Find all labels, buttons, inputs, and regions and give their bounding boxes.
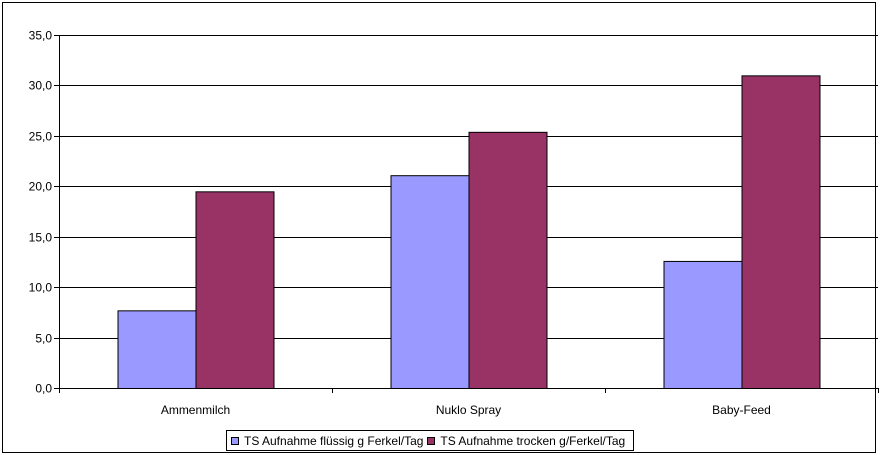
y-tick-label-1: 5,0 <box>35 332 52 346</box>
y-tick-label-5: 25,0 <box>29 130 53 144</box>
legend-swatch-series-1 <box>231 436 239 445</box>
legend-item-series-1: TS Aufnahme flüssig g Ferkel/Tag <box>231 434 423 448</box>
x-tick-label-1: Nuklo Spray <box>436 403 501 417</box>
y-tick-label-4: 20,0 <box>29 180 53 194</box>
x-tick-label-0: Ammenmilch <box>161 403 230 417</box>
legend-label-series-2: TS Aufnahme trocken g/Ferkel/Tag <box>440 433 626 448</box>
legend-label-series-1: TS Aufnahme flüssig g Ferkel/Tag <box>244 433 424 448</box>
y-tick-label-3: 15,0 <box>29 231 53 245</box>
y-tick-label-7: 35,0 <box>29 29 53 43</box>
legend-swatch-series-2 <box>427 436 436 445</box>
y-tick-label-2: 10,0 <box>29 281 53 295</box>
chart-legend: TS Aufnahme flüssig g Ferkel/Tag TS Aufn… <box>226 430 635 451</box>
legend-item-series-2: TS Aufnahme trocken g/Ferkel/Tag <box>427 434 625 448</box>
y-tick-label-0: 0,0 <box>35 382 52 396</box>
bar-2-ammenmilch <box>195 191 275 389</box>
bar-1-ammenmilch <box>117 310 197 389</box>
y-tick-label-6: 30,0 <box>29 79 53 93</box>
bar-2-baby-feed <box>741 75 821 389</box>
bar-2-nuklo-spray <box>468 131 548 390</box>
bar-1-nuklo-spray <box>390 175 470 389</box>
x-tick-label-2: Baby-Feed <box>712 403 771 417</box>
bar-1-baby-feed <box>663 260 743 390</box>
